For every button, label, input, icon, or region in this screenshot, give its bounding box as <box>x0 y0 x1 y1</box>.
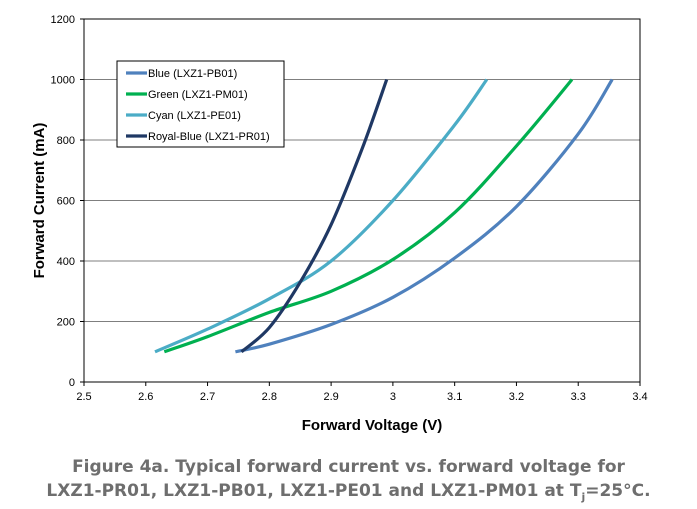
legend: Blue (LXZ1-PB01) Green (LXZ1-PM01) Cyan (L… <box>116 60 285 148</box>
series-layer <box>154 78 614 354</box>
figure-caption: Figure 4a. Typical forward current vs. f… <box>0 455 697 509</box>
x-tick-label: 2.5 <box>76 391 91 403</box>
y-tick-label: 600 <box>57 196 75 208</box>
caption-line-2: LXZ1-PR01, LXZ1-PB01, LXZ1-PE01 and LXZ1… <box>0 479 697 509</box>
caption-line-2-suffix: =25°C. <box>585 481 651 501</box>
legend-label: Blue (LXZ1-PB01) <box>148 68 237 80</box>
x-tick-label: 2.8 <box>262 391 277 403</box>
series-line-2 <box>163 78 574 354</box>
series-line-4 <box>240 78 389 354</box>
x-tick-label: 3.3 <box>571 391 586 403</box>
legend-label: Cyan (LXZ1-PE01) <box>148 110 241 122</box>
x-tick-label: 3.1 <box>447 391 462 403</box>
series-line-3 <box>154 78 489 354</box>
y-tick-label: 800 <box>57 135 75 147</box>
y-tick-label: 1000 <box>51 75 75 87</box>
x-tick-label: 2.7 <box>200 391 215 403</box>
x-axis-title: Forward Voltage (V) <box>302 417 443 434</box>
y-tick-label: 200 <box>57 317 75 329</box>
series-line-1 <box>235 78 614 354</box>
legend-label: Royal-Blue (LXZ1-PR01) <box>148 131 270 143</box>
x-tick-label: 2.6 <box>138 391 153 403</box>
legend-box <box>116 60 285 148</box>
chart: 0 200 400 600 800 1000 1200 2.5 2.6 2.7 2.8 2.9 3 3.1… <box>31 14 648 434</box>
x-tick-label: 3.4 <box>632 391 647 403</box>
x-tick-label: 3.2 <box>509 391 524 403</box>
x-tick-label: 2.9 <box>323 391 338 403</box>
x-tick-label: 3 <box>390 391 396 403</box>
caption-subscript: j <box>581 490 586 504</box>
tick-labels: 0 200 400 600 800 1000 1200 2.5 2.6 2.7 2.8 2.9 3 3.1… <box>51 14 648 403</box>
legend-label: Green (LXZ1-PM01) <box>148 89 248 101</box>
y-tick-label: 1200 <box>51 14 75 26</box>
y-tick-label: 400 <box>57 256 75 268</box>
y-tick-label: 0 <box>69 377 75 389</box>
caption-line-2-text: LXZ1-PR01, LXZ1-PB01, LXZ1-PE01 and LXZ1… <box>46 481 582 501</box>
y-axis-title: Forward Current (mA) <box>31 123 48 279</box>
caption-line-1: Figure 4a. Typical forward current vs. f… <box>72 457 625 477</box>
